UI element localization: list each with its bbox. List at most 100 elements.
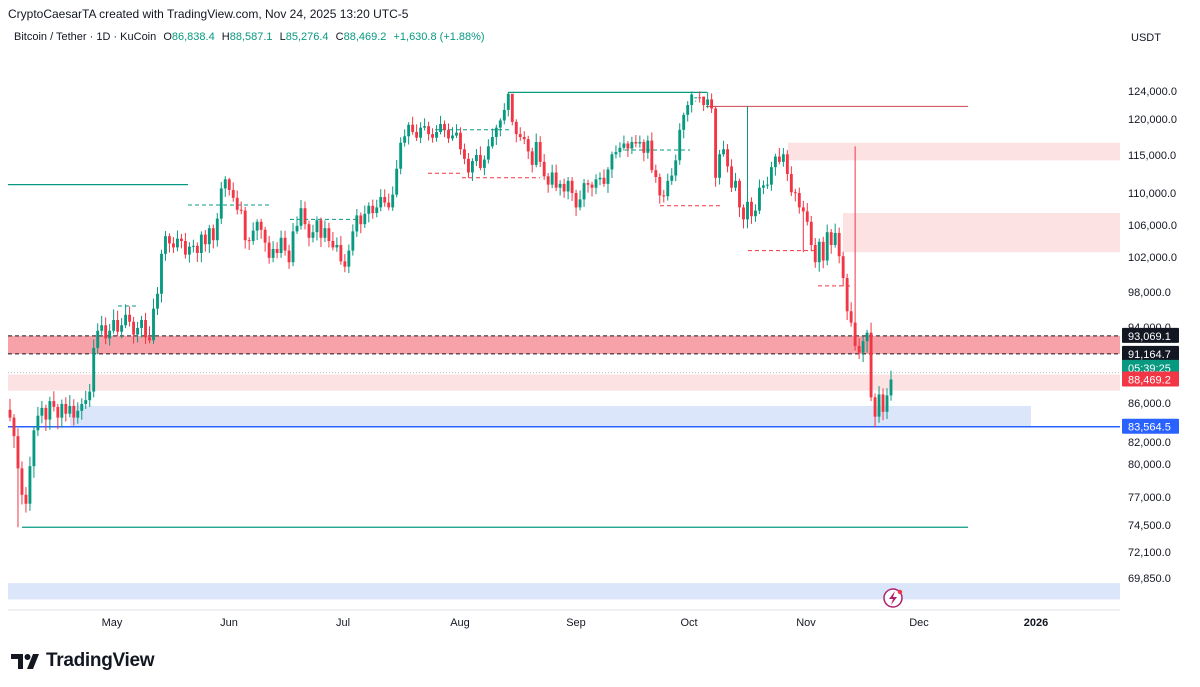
candle-body-170 — [686, 105, 690, 115]
candle-body-26 — [112, 320, 116, 331]
candle-body-173 — [698, 97, 702, 99]
candle-body-186 — [750, 201, 753, 217]
y-tick-label-0: 124,000.0 — [1128, 86, 1177, 98]
candle-body-129 — [522, 137, 526, 140]
candle-body-176 — [710, 99, 714, 109]
x-tick-label-1: Jun — [220, 617, 238, 629]
change-value: +1,630.8 (+1.88%) — [393, 31, 485, 43]
candle-body-89 — [363, 213, 367, 225]
candle-body-213 — [857, 346, 861, 353]
candle-body-40 — [168, 236, 171, 244]
candle-body-197 — [793, 192, 797, 194]
candle-body-158 — [638, 142, 642, 144]
flash-icon[interactable] — [883, 588, 903, 608]
candle-body-161 — [650, 140, 654, 171]
demand-zone-84k — [70, 405, 1031, 427]
price-axis: 124,000.0 120,000.0 115,000.0 110,000.0 106,… — [1128, 86, 1177, 585]
chart-credit: CryptoCaesarTA created with TradingView.… — [8, 7, 409, 21]
candle-body-112 — [455, 132, 458, 136]
candle-body-148 — [598, 177, 602, 180]
candle-body-174 — [702, 96, 706, 105]
candle-body-178 — [718, 154, 722, 178]
candle-body-118 — [478, 155, 482, 168]
candle-body-209 — [841, 256, 845, 278]
candle-body-163 — [658, 177, 662, 196]
candle-body-13 — [60, 403, 64, 418]
demand-zone-69k — [8, 583, 1120, 600]
price-badge-3: 88,469.2 — [1128, 375, 1171, 387]
candle-body-31 — [132, 321, 136, 335]
candle-body-108 — [439, 124, 442, 132]
candle-body-138 — [558, 183, 562, 188]
symbol-name[interactable]: Bitcoin / Tether · 1D · KuCoin — [14, 31, 157, 43]
candle-body-60 — [247, 240, 251, 242]
candle-body-205 — [825, 232, 829, 261]
candle-body-121 — [490, 137, 494, 147]
candle-body-131 — [530, 151, 534, 165]
candle-body-96 — [391, 194, 395, 208]
candle-body-45 — [187, 246, 191, 255]
candle-body-184 — [742, 207, 745, 220]
candle-body-66 — [271, 249, 275, 258]
candle-body-152 — [614, 152, 618, 155]
candle-body-76 — [311, 232, 315, 238]
candle-body-153 — [618, 147, 622, 153]
candle-body-143 — [578, 199, 582, 208]
candle-body-106 — [431, 134, 434, 138]
candle-body-70 — [287, 250, 291, 263]
candle-body-154 — [622, 143, 626, 148]
x-tick-label-3: Aug — [450, 617, 470, 629]
candle-body-103 — [419, 127, 423, 138]
candle-body-56 — [231, 189, 235, 198]
candle-body-133 — [538, 142, 542, 162]
candle-body-150 — [606, 169, 610, 184]
x-tick-label-0: May — [102, 617, 123, 629]
supply-zone-106k — [843, 213, 1120, 253]
tradingview-logo[interactable]: TradingView — [10, 650, 155, 672]
currency-label[interactable]: USDT — [1131, 32, 1161, 44]
candle-body-0 — [8, 409, 12, 418]
candle-body-202 — [813, 245, 817, 263]
candle-body-43 — [179, 238, 183, 241]
y-tick-label-4: 106,000.0 — [1128, 220, 1177, 232]
open-value: 86,838.4 — [171, 31, 215, 43]
candle-body-128 — [518, 134, 522, 137]
candle-body-165 — [666, 180, 670, 197]
price-badge-bg-1 — [1122, 345, 1179, 361]
candle-body-169 — [682, 114, 686, 130]
candle-body-132 — [534, 142, 538, 165]
y-tick-label-13: 72,100.0 — [1128, 547, 1171, 559]
candle-body-139 — [562, 183, 566, 192]
candle-body-113 — [459, 132, 462, 150]
candle-body-59 — [243, 210, 247, 241]
candle-body-162 — [654, 170, 658, 178]
levels-layer — [8, 91, 1120, 528]
candle-body-216 — [869, 332, 873, 398]
candle-body-159 — [642, 142, 646, 153]
candle-body-97 — [395, 168, 399, 195]
candle-body-52 — [215, 218, 219, 241]
candle-body-93 — [379, 197, 383, 208]
candle-body-71 — [291, 231, 295, 263]
candle-body-95 — [387, 202, 391, 208]
candle-body-84 — [343, 261, 347, 267]
candle-body-107 — [435, 131, 438, 138]
candle-body-55 — [227, 179, 231, 190]
candle-body-207 — [833, 233, 837, 245]
tradingview-logo-icon — [11, 654, 39, 669]
tradingview-brand-name: TradingView — [46, 650, 155, 671]
candle-body-192 — [773, 156, 777, 168]
candle-body-144 — [582, 183, 586, 200]
candle-body-81 — [331, 241, 335, 248]
candle-body-15 — [68, 405, 72, 414]
x-tick-label-4: Sep — [566, 617, 586, 629]
candle-body-125 — [506, 93, 510, 110]
candle-body-48 — [199, 234, 203, 253]
candle-body-149 — [602, 177, 606, 184]
candle-body-99 — [403, 136, 407, 143]
candle-body-54 — [223, 179, 227, 189]
candle-body-72 — [295, 225, 299, 232]
candle-body-164 — [662, 195, 666, 197]
x-tick-label-5: Oct — [680, 617, 697, 629]
